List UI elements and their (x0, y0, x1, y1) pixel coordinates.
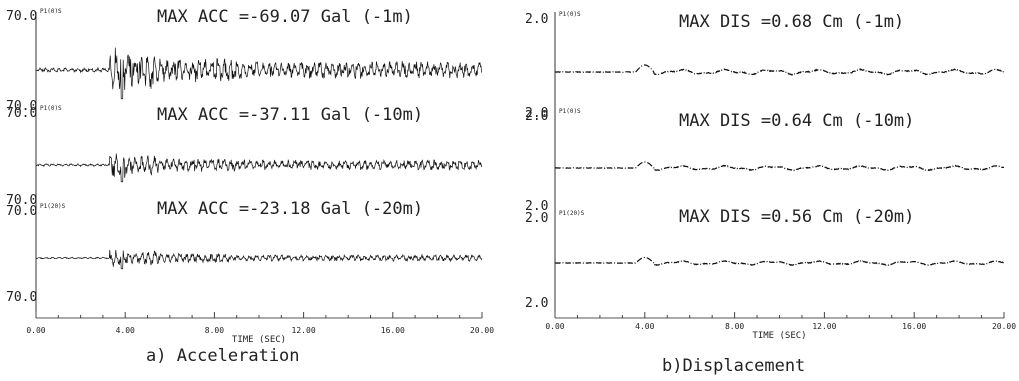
x-tick-label: 4.00 (635, 322, 654, 331)
displacement-caption: b)Displacement (662, 356, 806, 376)
trace-scale-top: 70.0 (6, 9, 37, 24)
trace-id-label: P1(0)S (559, 108, 581, 115)
trace-scale-top: 2.0 (525, 12, 548, 27)
trace-id-label: P1(0)S (40, 8, 62, 15)
trace-id-label: P1(20)S (559, 210, 585, 217)
trace-waveform (35, 47, 482, 100)
trace-waveform (35, 153, 483, 183)
trace-title: MAX DIS =0.56 Cm (-20m) (679, 207, 914, 227)
trace-waveform (554, 161, 1004, 172)
trace-waveform (554, 256, 1004, 267)
trace-scale-bottom: 2.0 (525, 296, 548, 311)
trace-scale-bottom: 70.0 (6, 290, 37, 305)
trace-waveform (554, 64, 1005, 76)
trace-id-label: P1(0)S (559, 11, 581, 18)
x-axis-label: TIME (SEC) (232, 335, 286, 345)
x-axis-label: TIME (SEC) (752, 331, 806, 341)
x-tick-label: 8.00 (205, 326, 224, 335)
acceleration-caption: a) Acceleration (146, 346, 300, 366)
x-tick-label: 20.00 (992, 322, 1016, 331)
trace-scale-top: 70.0 (6, 204, 37, 219)
trace-title: MAX ACC =-69.07 Gal (-1m) (157, 7, 413, 27)
displacement-panel: 0.00 4.00 8.00 12.00 16.00 20.00 TIME (SEC) 2.0… (525, 11, 1016, 341)
x-tick-label: 12.00 (812, 322, 836, 331)
x-tick-label: 16.00 (902, 322, 926, 331)
x-tick-label: 0.00 (26, 326, 45, 335)
x-tick-label: 12.00 (292, 326, 316, 335)
trace-title: MAX DIS =0.64 Cm (-10m) (679, 111, 914, 131)
trace-id-label: P1(0)S (40, 105, 62, 112)
trace-scale-bottom: 70.0 (6, 193, 37, 208)
x-tick-label: 0.00 (545, 322, 564, 331)
trace-scale-top: 2.0 (525, 211, 548, 226)
x-tick-label: 8.00 (725, 322, 744, 331)
trace-scale-bottom: 2.0 (525, 106, 548, 121)
trace-scale-top: 2.0 (525, 109, 548, 124)
trace-title: MAX ACC =-37.11 Gal (-10m) (157, 105, 423, 125)
trace-scale-bottom: 2.0 (525, 199, 548, 214)
trace-scale-bottom: 70.0 (6, 99, 37, 114)
trace-id-label: P1(20)S (40, 203, 66, 210)
x-tick-label: 16.00 (381, 326, 405, 335)
acceleration-panel: 0.00 4.00 8.00 12.00 16.00 20.00 TIME (SEC) 70.… (6, 7, 494, 345)
x-tick-label: 20.00 (470, 326, 494, 335)
trace-scale-top: 70.0 (6, 106, 37, 121)
x-tick-label: 4.00 (116, 326, 135, 335)
trace-title: MAX DIS =0.68 Cm (-1m) (679, 12, 904, 32)
trace-title: MAX ACC =-23.18 Gal (-20m) (157, 199, 423, 219)
trace-waveform (35, 249, 483, 270)
